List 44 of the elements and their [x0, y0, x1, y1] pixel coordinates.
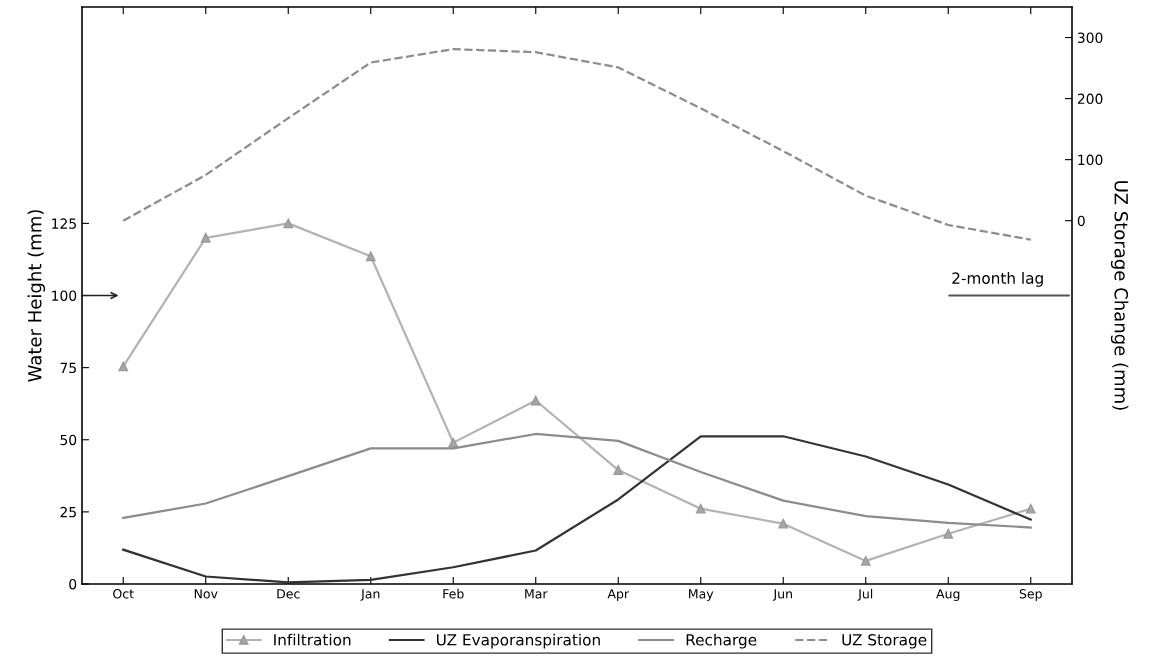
line-series: [122, 435, 1032, 584]
y2-axis-title: UZ Storage Change (mm): [1110, 181, 1129, 410]
x-tick-label: Jan: [360, 589, 380, 601]
x-tick-label: Mar: [525, 589, 548, 599]
point: [860, 556, 871, 566]
x-tick-label: Sep: [1019, 589, 1042, 601]
legend-label: Infiltration: [274, 633, 351, 646]
y2-tick-label: 100: [1078, 154, 1103, 166]
x-tick-label: Apr: [607, 589, 630, 601]
y2-tick-label: 0: [1077, 215, 1085, 227]
legend-label: Recharge: [686, 633, 757, 649]
point: [365, 251, 376, 262]
x-tick-label: Jun: [772, 589, 792, 601]
legend-label: UZ Storage: [842, 634, 927, 649]
point: [778, 518, 789, 529]
y2-tick-label: 200: [1077, 93, 1103, 105]
x-tick-label: Jul: [857, 588, 873, 601]
x-tick-label: Aug: [936, 589, 960, 601]
line-series: [122, 48, 1032, 241]
y-tick-label: 100: [52, 290, 77, 301]
point: [695, 503, 706, 514]
y-axis-title: Water Height (mm): [27, 210, 46, 382]
point: [283, 218, 294, 229]
y-tick-label: 50: [60, 434, 77, 446]
annotation: 2-month lag: [952, 272, 1043, 287]
legend-label: UZ Evaporanspiration: [437, 633, 600, 649]
y-tick-label: 125: [52, 218, 76, 229]
point: [448, 437, 459, 448]
y-tick-label: 75: [60, 362, 76, 374]
x-tick-label: Nov: [194, 589, 218, 599]
x-tick-label: May: [689, 589, 714, 601]
point: [1025, 503, 1036, 514]
x-tick-label: Feb: [443, 588, 464, 599]
point: [943, 528, 954, 539]
x-tick-label: Oct: [113, 589, 134, 599]
x-tick-label: Dec: [277, 589, 300, 599]
y2-tick-label: 300: [1077, 32, 1103, 43]
line-series: [122, 432, 1032, 529]
point: [613, 465, 624, 475]
point: [530, 395, 541, 406]
y-tick-label: 0: [69, 578, 77, 590]
point: [200, 232, 211, 243]
y-tick-label: 25: [60, 506, 76, 518]
point: [118, 361, 129, 372]
